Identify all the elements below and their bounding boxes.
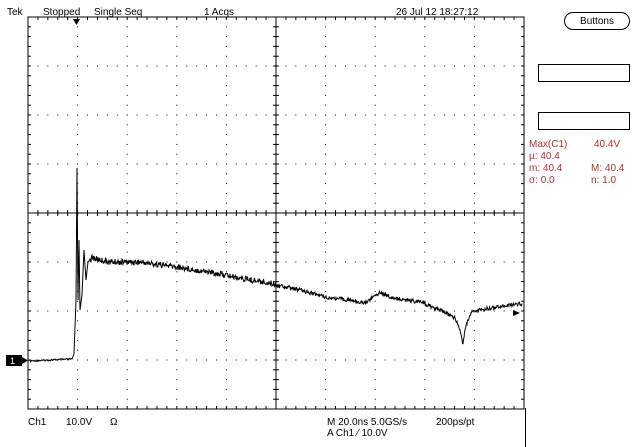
measurement-title: Max(C1) xyxy=(529,139,568,150)
menu-slot-1[interactable] xyxy=(538,64,630,82)
trigger-readout: A Ch1 ⁄ 10.0V xyxy=(327,428,388,439)
measurement-min: m: 40.4 xyxy=(529,163,563,174)
acquisition-state: Stopped xyxy=(43,7,81,18)
resolution-readout: 200ps/pt xyxy=(436,417,475,428)
ch1-waveform xyxy=(29,167,523,363)
menu-slot-2[interactable] xyxy=(538,112,630,130)
acquisition-count: 1 Acqs xyxy=(204,7,235,18)
channel-label: Ch1 xyxy=(28,417,47,428)
buttons-button[interactable]: Buttons xyxy=(564,12,630,30)
coupling-impedance: Ω xyxy=(110,417,118,428)
footer-divider xyxy=(525,408,526,447)
graticule xyxy=(27,16,525,410)
measurement-stddev: σ: 0.0 xyxy=(529,175,555,186)
brand-label: Tek xyxy=(7,7,23,18)
date-time: 26 Jul 12 18:27:12 xyxy=(396,7,479,18)
measurement-value: 40.4V xyxy=(594,139,621,150)
ch1-ground-marker: 1 xyxy=(6,355,28,366)
measurement-mean: µ: 40.4 xyxy=(529,151,560,162)
measurement-max: M: 40.4 xyxy=(591,163,625,174)
trigger-level-arrow xyxy=(513,310,520,316)
svg-text:1: 1 xyxy=(10,356,15,366)
trigger-position-marker xyxy=(73,19,80,25)
measurement-count: n: 1.0 xyxy=(591,175,617,186)
timebase-readout: M 20.0ns 5.0GS/s xyxy=(327,417,408,428)
volts-per-div: 10.0V xyxy=(66,417,93,428)
acquisition-mode: Single Seq xyxy=(94,7,143,18)
